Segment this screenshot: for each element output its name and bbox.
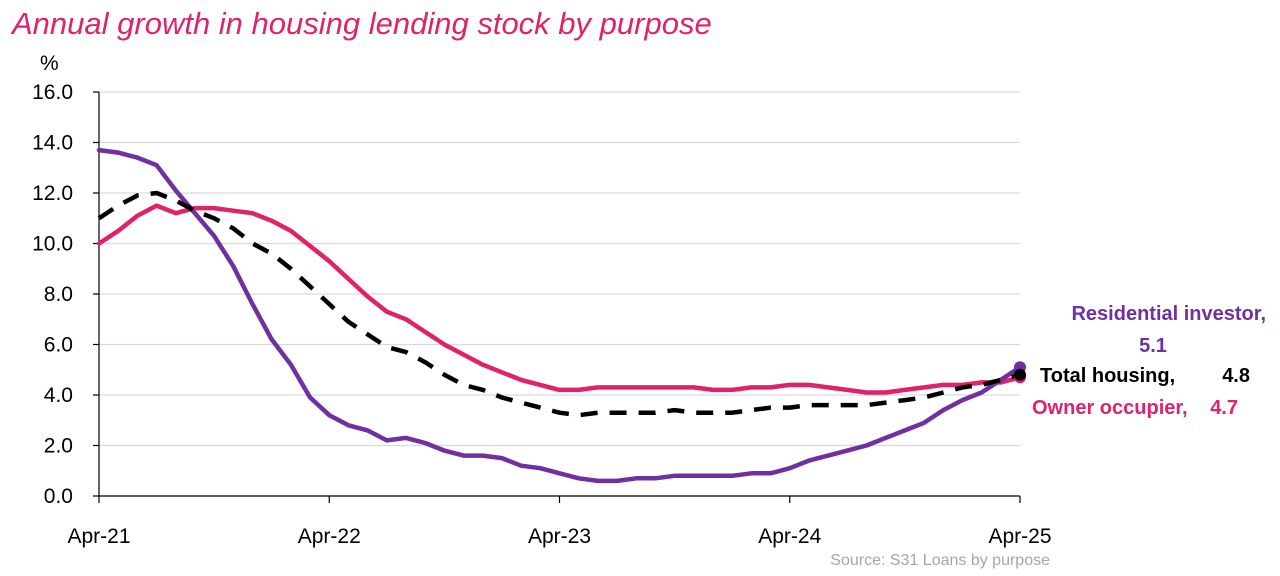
y-tick-label: 12.0 [32, 182, 73, 205]
chart-title: Annual growth in housing lending stock b… [12, 6, 712, 41]
owner-occupier-line [96, 203, 1023, 395]
gridlines [93, 91, 1020, 497]
y-tick-label: 6.0 [44, 334, 73, 357]
total-housing-label: Total housing, [1040, 365, 1175, 387]
total-housing-line [97, 190, 1021, 418]
x-tick-label: Apr-23 [528, 525, 591, 548]
owner-occupier-value: 4.7 [1210, 397, 1238, 419]
x-tick-label: Apr-25 [988, 525, 1051, 548]
y-tick-label: 14.0 [32, 132, 73, 155]
total-housing-value: 4.8 [1222, 365, 1250, 387]
source-note: Source: S31 Loans by purpose [830, 552, 1050, 569]
y-tick-label: 10.0 [32, 233, 73, 256]
y-tick-label: 8.0 [44, 283, 73, 306]
residential-investor-label: Residential investor, [1071, 303, 1266, 325]
total-housing-end-marker [1014, 368, 1026, 381]
series-lines [96, 147, 1023, 484]
residential-investor-line [96, 147, 1023, 484]
end-markers [1014, 361, 1026, 384]
owner-occupier-label: Owner occupier, [1032, 397, 1188, 419]
x-tick-labels: Apr-21 Apr-22 Apr-23 Apr-24 Apr-25 [67, 496, 1052, 548]
y-tick-label: 4.0 [44, 384, 73, 407]
y-tick-label: 0.0 [44, 485, 73, 508]
x-tick-label: Apr-22 [298, 525, 361, 548]
x-tick-label: Apr-24 [758, 525, 821, 548]
y-axis-unit-label: % [40, 52, 59, 75]
y-tick-labels: 0.0 2.0 4.0 6.0 8.0 10.0 12.0 14.0 16.0 [32, 81, 73, 508]
y-tick-label: 16.0 [32, 81, 73, 104]
x-tick-label: Apr-21 [67, 525, 130, 548]
series-end-labels: Residential investor, 5.1 Total housing,… [1032, 303, 1266, 419]
residential-investor-value: 5.1 [1139, 335, 1167, 357]
y-tick-label: 2.0 [44, 435, 73, 458]
